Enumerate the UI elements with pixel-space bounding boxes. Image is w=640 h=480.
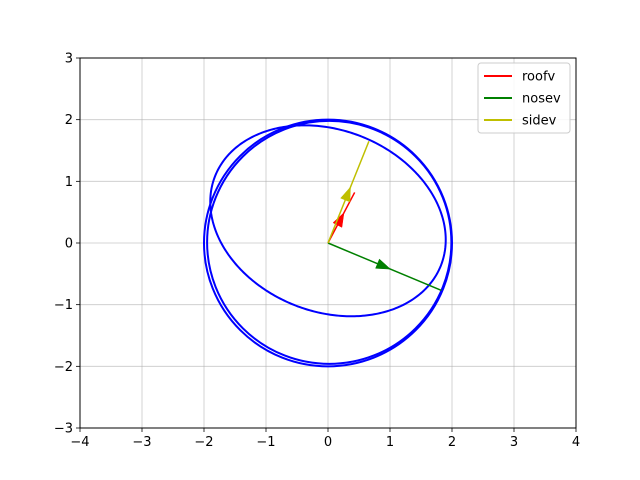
y-tick-label: −3 (54, 422, 73, 437)
legend-label-roofv: roofv (522, 70, 556, 85)
curves (203, 118, 453, 368)
legend: roofv nosev sidev (477, 62, 571, 134)
x-tick-label: 3 (510, 435, 518, 450)
x-tick-label: −1 (256, 435, 275, 450)
x-tick-label: 2 (448, 435, 456, 450)
x-tick-label: −2 (194, 435, 213, 450)
y-tick-label: −1 (54, 298, 73, 313)
x-tick-label: 4 (572, 435, 580, 450)
vectors (327, 140, 442, 292)
arrowhead-nosev (375, 258, 392, 270)
arrowhead-sidev (340, 186, 351, 203)
x-tick-label: −3 (132, 435, 151, 450)
circle-curve-2 (206, 119, 453, 365)
y-tick-label: −2 (54, 360, 73, 375)
y-tick-label: 1 (65, 175, 73, 190)
y-tick-label: 0 (65, 237, 73, 252)
tilted-ellipse-curve (209, 124, 447, 318)
x-tick-label: −4 (70, 435, 89, 450)
legend-label-sidev: sidev (522, 114, 557, 129)
y-tick-label: 3 (65, 52, 73, 67)
x-tick-label: 1 (386, 435, 394, 450)
legend-box (477, 62, 571, 134)
legend-label-nosev: nosev (522, 92, 561, 107)
x-tick-label: 0 (324, 435, 332, 450)
y-tick-label: 2 (65, 113, 73, 128)
